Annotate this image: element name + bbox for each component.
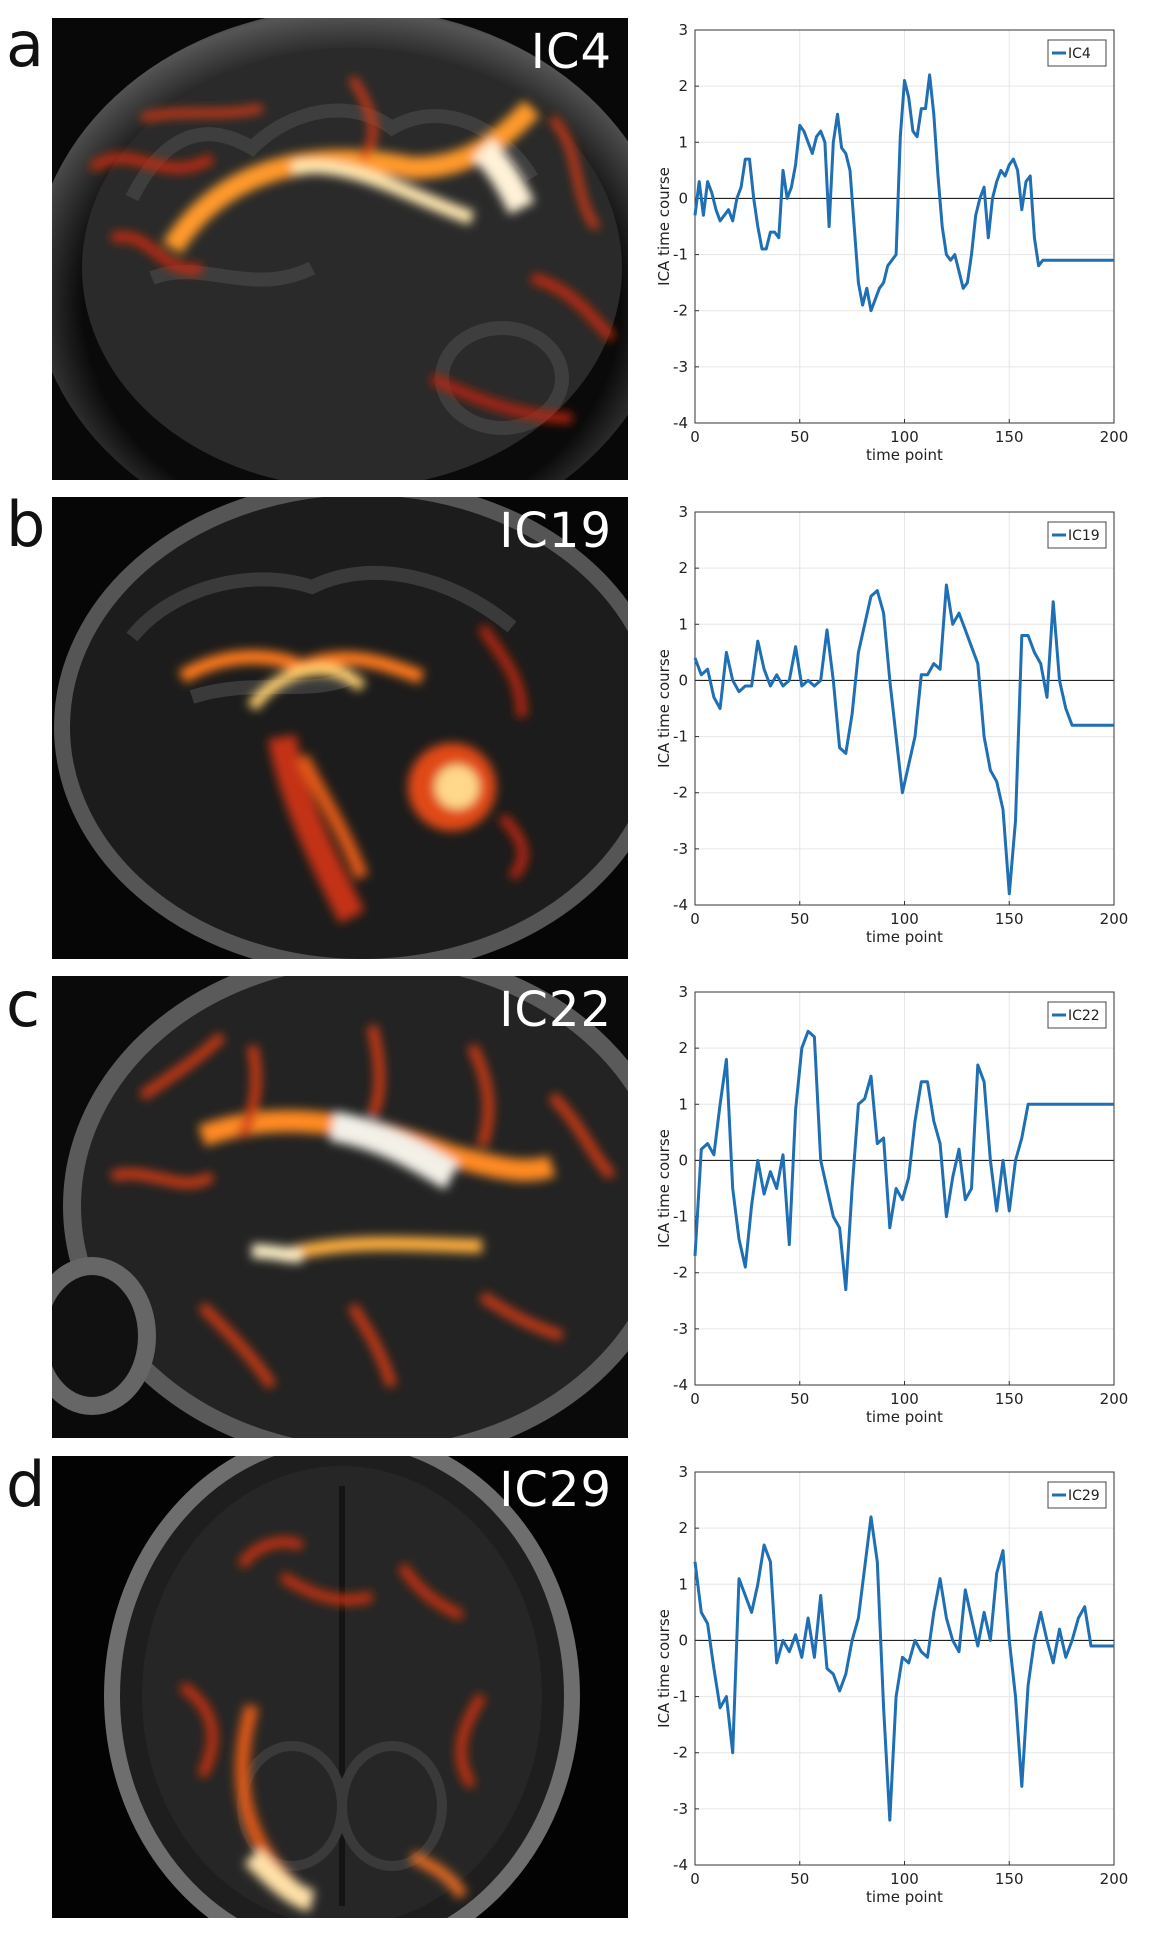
- y-tick-label: -1: [673, 1688, 688, 1706]
- x-tick-label: 200: [1100, 428, 1129, 446]
- x-tick-label: 200: [1100, 1390, 1129, 1408]
- y-tick-label: -3: [673, 840, 688, 858]
- y-tick-label: -3: [673, 1320, 688, 1338]
- y-axis-label: ICA time course: [655, 1129, 673, 1248]
- x-tick-label: 0: [690, 1390, 700, 1408]
- y-tick-label: 1: [678, 133, 688, 151]
- y-tick-label: -2: [673, 1264, 688, 1282]
- x-tick-label: 50: [790, 428, 809, 446]
- y-tick-label: 2: [678, 559, 688, 577]
- x-tick-label: 50: [790, 1390, 809, 1408]
- x-tick-label: 200: [1100, 910, 1129, 928]
- y-tick-label: 3: [678, 503, 688, 521]
- component-label: IC4: [530, 24, 612, 80]
- y-tick-label: -4: [673, 414, 688, 432]
- y-tick-label: -1: [673, 246, 688, 264]
- component-label: IC29: [499, 1462, 612, 1518]
- y-tick-label: 2: [678, 1519, 688, 1537]
- y-tick-label: 2: [678, 1039, 688, 1057]
- y-tick-label: 0: [678, 189, 688, 207]
- y-tick-label: -1: [673, 728, 688, 746]
- x-tick-label: 100: [890, 428, 919, 446]
- y-tick-label: 0: [678, 1631, 688, 1649]
- y-axis-label: ICA time course: [655, 1609, 673, 1728]
- x-tick-label: 150: [995, 1390, 1024, 1408]
- panel-letter-d: d: [6, 1448, 46, 1521]
- y-tick-label: -3: [673, 358, 688, 376]
- series-line-ic22: [693, 1029, 1114, 1292]
- x-axis-label: time point: [866, 446, 943, 464]
- component-label: IC22: [499, 982, 612, 1038]
- panel-letter-a: a: [6, 8, 44, 81]
- legend-label: IC4: [1068, 46, 1091, 62]
- panel-letter-b: b: [6, 488, 46, 561]
- brain-image-ic4: IC4: [52, 18, 628, 480]
- x-tick-label: 0: [690, 1870, 700, 1888]
- time-course-chart-ic4: 0 50 100 150 200 -4 -3 -2 -1 0 1 2 3 time point ICA ti…: [650, 0, 1150, 470]
- time-course-chart-ic22: 0 50 100 150 200 -4 -3 -2 -1 0 1 2 3 time point ICA ti…: [650, 962, 1150, 1432]
- y-tick-label: 2: [678, 77, 688, 95]
- y-tick-label: 3: [678, 21, 688, 39]
- y-tick-label: 1: [678, 1095, 688, 1113]
- x-tick-label: 150: [995, 428, 1024, 446]
- y-tick-label: -4: [673, 896, 688, 914]
- y-tick-label: 0: [678, 671, 688, 689]
- y-tick-label: -3: [673, 1800, 688, 1818]
- x-tick-label: 100: [890, 910, 919, 928]
- y-tick-label: 3: [678, 983, 688, 1001]
- series-line-ic4: [693, 73, 1114, 313]
- legend-label: IC29: [1068, 1488, 1100, 1504]
- series-line-ic29: [693, 1515, 1114, 1822]
- component-label: IC19: [499, 503, 612, 559]
- x-tick-label: 200: [1100, 1870, 1129, 1888]
- x-axis-label: time point: [866, 928, 943, 946]
- time-course-chart-ic29: 0 50 100 150 200 -4 -3 -2 -1 0 1 2 3 time point ICA ti…: [650, 1442, 1150, 1912]
- x-tick-label: 150: [995, 910, 1024, 928]
- time-course-chart-ic19: 0 50 100 150 200 -4 -3 -2 -1 0 1 2 3 time point ICA ti…: [650, 482, 1150, 952]
- y-tick-label: 0: [678, 1151, 688, 1169]
- legend-label: IC22: [1068, 1008, 1100, 1024]
- brain-image-ic29: IC29: [52, 1456, 628, 1918]
- y-tick-label: -2: [673, 302, 688, 320]
- x-axis-label: time point: [866, 1408, 943, 1426]
- panel-letter-c: c: [6, 968, 41, 1041]
- y-tick-label: -4: [673, 1856, 688, 1874]
- y-tick-label: 3: [678, 1463, 688, 1481]
- y-tick-label: -4: [673, 1376, 688, 1394]
- series-line-ic19: [693, 583, 1114, 896]
- x-tick-label: 50: [790, 1870, 809, 1888]
- y-tick-label: 1: [678, 1575, 688, 1593]
- legend-label: IC19: [1068, 528, 1100, 544]
- x-tick-label: 50: [790, 910, 809, 928]
- brain-image-ic19: IC19: [52, 497, 628, 959]
- x-tick-label: 150: [995, 1870, 1024, 1888]
- y-axis-label: ICA time course: [655, 649, 673, 768]
- y-tick-label: 1: [678, 615, 688, 633]
- x-tick-label: 0: [690, 428, 700, 446]
- y-tick-label: -1: [673, 1208, 688, 1226]
- x-tick-label: 0: [690, 910, 700, 928]
- y-tick-label: -2: [673, 784, 688, 802]
- y-tick-label: -2: [673, 1744, 688, 1762]
- x-axis-label: time point: [866, 1888, 943, 1906]
- brain-image-ic22: IC22: [52, 976, 628, 1438]
- x-tick-label: 100: [890, 1870, 919, 1888]
- y-axis-label: ICA time course: [655, 167, 673, 286]
- x-tick-label: 100: [890, 1390, 919, 1408]
